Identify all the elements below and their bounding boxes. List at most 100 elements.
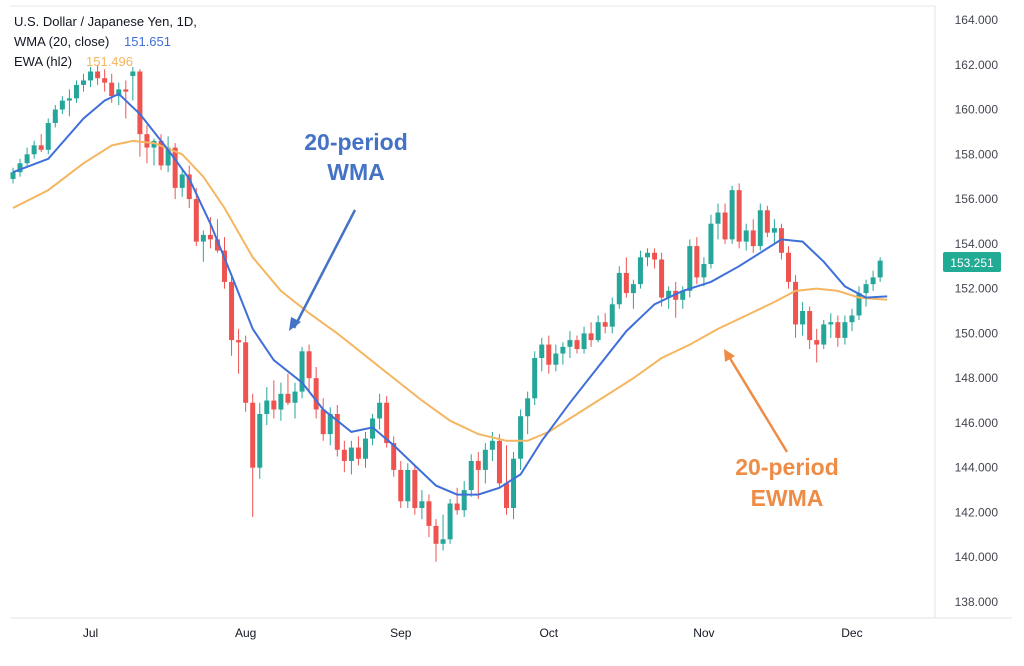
candle-body: [708, 223, 714, 264]
candle-body: [764, 210, 770, 233]
candle-body: [81, 80, 86, 85]
candle-body: [271, 400, 277, 410]
price-tick-label: 146.000: [955, 416, 999, 430]
time-tick-label: Oct: [539, 626, 558, 640]
candle-body: [630, 284, 636, 294]
candle-body: [511, 458, 517, 508]
ewma-arrow-head: [724, 349, 735, 362]
candle-body: [560, 346, 566, 354]
candle-body: [447, 503, 453, 540]
candle-body: [52, 109, 58, 123]
candle-body: [45, 122, 51, 150]
candle-body: [468, 460, 474, 491]
candle-body: [553, 353, 559, 365]
wma-arrow: [292, 209, 357, 329]
ewma-annotation: 20-period EWMA: [724, 349, 839, 511]
candle-body: [729, 190, 735, 240]
candle-body: [659, 259, 665, 298]
wma-annotation-line2: WMA: [327, 159, 384, 185]
time-tick-label: Sep: [390, 626, 412, 640]
candle-body: [525, 398, 531, 417]
candle-body: [66, 98, 72, 101]
last-price-badge-text: 153.251: [950, 256, 994, 270]
candle-body: [623, 272, 629, 294]
price-tick-label: 140.000: [955, 550, 999, 564]
candle-body: [17, 163, 23, 173]
candle-body: [222, 250, 227, 282]
candle-body: [814, 340, 820, 345]
candle-body: [384, 402, 390, 444]
candle-body: [666, 290, 672, 298]
candle-body: [504, 483, 509, 508]
candle-body: [130, 71, 136, 76]
candle-body: [433, 525, 439, 544]
candle-body: [412, 469, 418, 508]
candle-body: [800, 311, 806, 325]
candle-body: [327, 413, 333, 435]
candle-body: [652, 252, 658, 260]
candle-body: [722, 212, 728, 240]
candle-body: [313, 378, 319, 410]
price-tick-label: 154.000: [955, 237, 999, 251]
candle-body: [391, 443, 397, 470]
candle-body: [405, 469, 411, 502]
candle-body: [771, 228, 777, 233]
candle-body: [24, 154, 30, 164]
candle-body: [489, 440, 495, 450]
candle-body: [193, 199, 199, 242]
candle-body: [102, 78, 108, 83]
candle-body: [137, 71, 143, 135]
candle-body: [10, 172, 16, 179]
candle-body: [701, 263, 707, 278]
candle-body: [440, 539, 446, 544]
candle-body: [595, 322, 601, 341]
candle-body: [863, 284, 869, 294]
candle-body: [158, 140, 164, 166]
candle-body: [207, 234, 213, 240]
candle-body: [715, 212, 721, 224]
candle-body: [870, 277, 876, 285]
moving-averages: [12, 92, 888, 496]
legend-ewa-value: 151.496: [86, 54, 133, 69]
candle-body: [88, 71, 94, 81]
wma-arrow-head: [289, 317, 301, 331]
candle-body: [95, 71, 101, 79]
candle-body: [461, 490, 467, 511]
candle-body: [567, 340, 573, 347]
candle-body: [807, 311, 813, 341]
candle-body: [172, 147, 178, 188]
legend-wma-value: 151.651: [124, 34, 171, 49]
candle-body: [59, 100, 65, 110]
time-axis: Jul Aug Sep Oct Nov Dec: [83, 626, 863, 640]
candle-body: [73, 84, 79, 99]
candle-body: [821, 324, 827, 345]
candle-body: [842, 322, 848, 338]
price-tick-label: 150.000: [955, 326, 999, 340]
time-tick-label: Dec: [841, 626, 862, 640]
price-tick-label: 144.000: [955, 461, 999, 475]
ewma-annotation-line1: 20-period: [735, 454, 839, 480]
candle-body: [616, 272, 622, 305]
candle-body: [292, 391, 298, 403]
candle-body: [680, 290, 686, 300]
candle-body: [285, 393, 291, 403]
candle-body: [532, 358, 538, 399]
ewma-arrow: [726, 354, 789, 453]
candle-body: [257, 413, 263, 468]
price-tick-label: 164.000: [955, 13, 999, 27]
candle-body: [179, 174, 185, 188]
wma-line: [12, 92, 888, 496]
candle-body: [320, 409, 326, 435]
last-price-badge: 153.251: [943, 252, 1001, 272]
candle-body: [426, 501, 432, 526]
price-tick-label: 160.000: [955, 103, 999, 117]
candle-body: [278, 393, 284, 410]
candle-body: [348, 447, 354, 461]
candle-body: [793, 281, 799, 325]
candle-body: [856, 293, 862, 316]
candle-body: [609, 304, 615, 327]
price-tick-label: 156.000: [955, 192, 999, 206]
candle-body: [757, 210, 763, 247]
